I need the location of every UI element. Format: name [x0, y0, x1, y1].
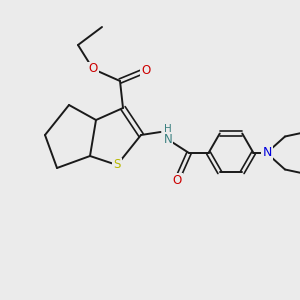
Text: N: N — [262, 146, 272, 160]
Text: S: S — [113, 158, 121, 172]
Text: O: O — [172, 173, 182, 187]
Text: O: O — [88, 62, 98, 76]
Text: O: O — [141, 64, 150, 77]
Text: N: N — [164, 133, 172, 146]
Text: H: H — [164, 124, 172, 134]
